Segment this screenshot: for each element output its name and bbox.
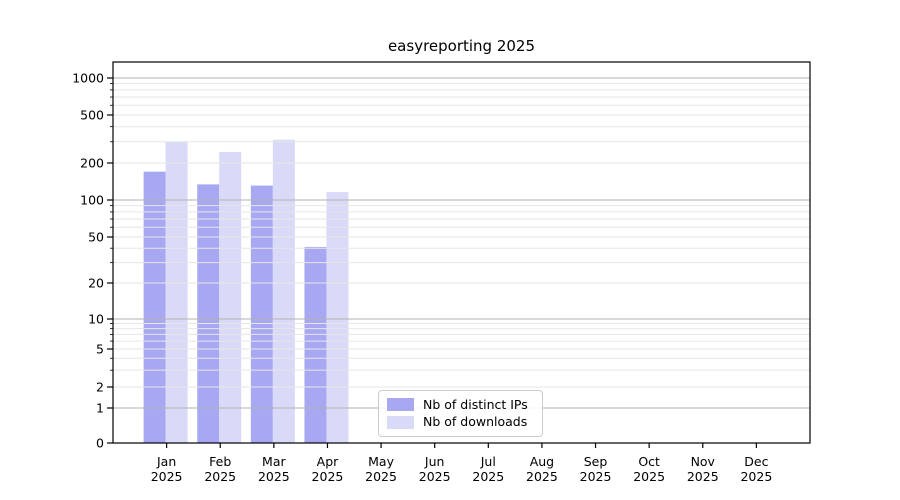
x-tick-label-month: Apr	[317, 454, 339, 469]
y-tick-label: 500	[80, 108, 104, 123]
x-tick-label-year: 2025	[472, 469, 504, 484]
legend-swatch-downloads	[387, 415, 414, 429]
x-tick-label-month: Aug	[530, 454, 554, 469]
x-tick-label-month: Dec	[744, 454, 768, 469]
bar-nb-of-distinct-ips-mar	[250, 185, 273, 443]
bar-nb-of-downloads-mar	[272, 139, 295, 443]
y-tick-label: 100	[80, 193, 104, 208]
x-tick-label-year: 2025	[687, 469, 719, 484]
x-tick-label-month: Jul	[480, 454, 496, 469]
x-tick-label-month: Jan	[156, 454, 176, 469]
x-tick-label-year: 2025	[740, 469, 772, 484]
y-tick-label: 200	[80, 156, 104, 171]
bar-nb-of-distinct-ips-apr	[304, 246, 327, 443]
y-tick-label: 1000	[72, 71, 104, 86]
x-tick-label-month: Sep	[584, 454, 608, 469]
y-tick-label: 1	[96, 401, 104, 416]
chart-title: easyreporting 2025	[387, 37, 536, 55]
legend-swatch-distinct-ips	[387, 398, 414, 412]
x-tick-label-month: Feb	[209, 454, 231, 469]
x-tick-label-month: Nov	[691, 454, 716, 469]
x-tick-label-month: May	[368, 454, 394, 469]
bar-nb-of-downloads-jan	[165, 142, 188, 444]
bar-nb-of-downloads-feb	[219, 151, 242, 443]
legend: Nb of distinct IPs Nb of downloads	[378, 390, 543, 437]
legend-item-distinct-ips: Nb of distinct IPs	[387, 397, 534, 413]
x-tick-label-year: 2025	[633, 469, 665, 484]
legend-item-downloads: Nb of downloads	[387, 414, 534, 430]
x-tick-label-year: 2025	[204, 469, 236, 484]
x-tick-label-year: 2025	[312, 469, 344, 484]
y-tick-label: 10	[88, 312, 104, 327]
y-tick-label: 5	[96, 342, 104, 357]
y-tick-label: 0	[96, 436, 104, 451]
bar-nb-of-downloads-apr	[326, 192, 349, 443]
bar-nb-of-distinct-ips-feb	[197, 184, 220, 443]
plot-border	[112, 61, 811, 444]
x-tick-label-month: Mar	[262, 454, 286, 469]
x-tick-label-year: 2025	[365, 469, 397, 484]
legend-label-downloads: Nb of downloads	[423, 414, 528, 430]
legend-label-distinct-ips: Nb of distinct IPs	[423, 396, 528, 412]
x-tick-label-month: Oct	[638, 454, 660, 469]
bar-nb-of-distinct-ips-jan	[143, 171, 166, 443]
x-tick-label-year: 2025	[419, 469, 451, 484]
x-tick-label-month: Jun	[424, 454, 445, 469]
x-tick-label-year: 2025	[258, 469, 290, 484]
y-tick-label: 50	[88, 230, 104, 245]
y-tick-label: 20	[88, 276, 104, 291]
x-tick-label-year: 2025	[151, 469, 183, 484]
x-tick-label-year: 2025	[526, 469, 558, 484]
y-tick-label: 2	[96, 380, 104, 395]
x-tick-label-year: 2025	[580, 469, 612, 484]
